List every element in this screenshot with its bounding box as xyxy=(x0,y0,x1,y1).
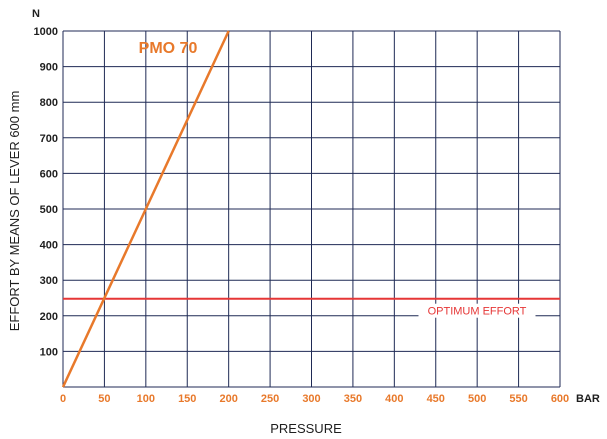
y-tick-label: 100 xyxy=(40,346,58,358)
series-line-pmo-70 xyxy=(61,30,230,388)
x-axis-title: PRESSURE xyxy=(270,421,342,436)
x-tick-label: 400 xyxy=(385,393,403,405)
optimum-effort-label: OPTIMUM EFFORT xyxy=(428,306,527,318)
x-tick-label: 200 xyxy=(219,393,237,405)
x-tick-label: 550 xyxy=(509,393,527,405)
x-tick-label: 500 xyxy=(468,393,486,405)
x-tick-label: 250 xyxy=(261,393,279,405)
y-tick-label: 300 xyxy=(40,275,58,287)
x-tick-label: 100 xyxy=(137,393,155,405)
y-tick-label: 400 xyxy=(40,240,58,252)
y-tick-label: 800 xyxy=(40,97,58,109)
y-tick-label: 900 xyxy=(40,62,58,74)
x-tick-label: 0 xyxy=(60,393,66,405)
y-tick-label: 600 xyxy=(40,168,58,180)
y-tick-label: 200 xyxy=(40,311,58,323)
y-tick-label: 1000 xyxy=(34,26,58,38)
y-axis-title: EFFORT BY MEANS OF LEVER 600 mm xyxy=(7,91,22,332)
x-tick-label: 600 xyxy=(551,393,569,405)
y-unit-label: N xyxy=(32,8,40,20)
x-tick-label: 150 xyxy=(178,393,196,405)
y-tick-label: 500 xyxy=(40,204,58,216)
x-tick-label: 50 xyxy=(98,393,110,405)
x-unit-label: BAR xyxy=(576,393,600,405)
grid xyxy=(62,30,561,388)
optimum-effort-label-bg xyxy=(418,303,536,318)
x-tick-label: 450 xyxy=(427,393,445,405)
tick-labels: 0 50 100 150 200 250 300 350 400 450 500 550 600 100 2… xyxy=(34,26,570,405)
series-label-pmo-70: PMO 70 xyxy=(139,40,198,57)
series-group: PMO 70 xyxy=(61,30,230,388)
x-tick-label: 300 xyxy=(302,393,320,405)
y-tick-label: 700 xyxy=(40,133,58,145)
reference-lines: OPTIMUM EFFORT xyxy=(63,297,560,318)
x-tick-label: 350 xyxy=(344,393,362,405)
